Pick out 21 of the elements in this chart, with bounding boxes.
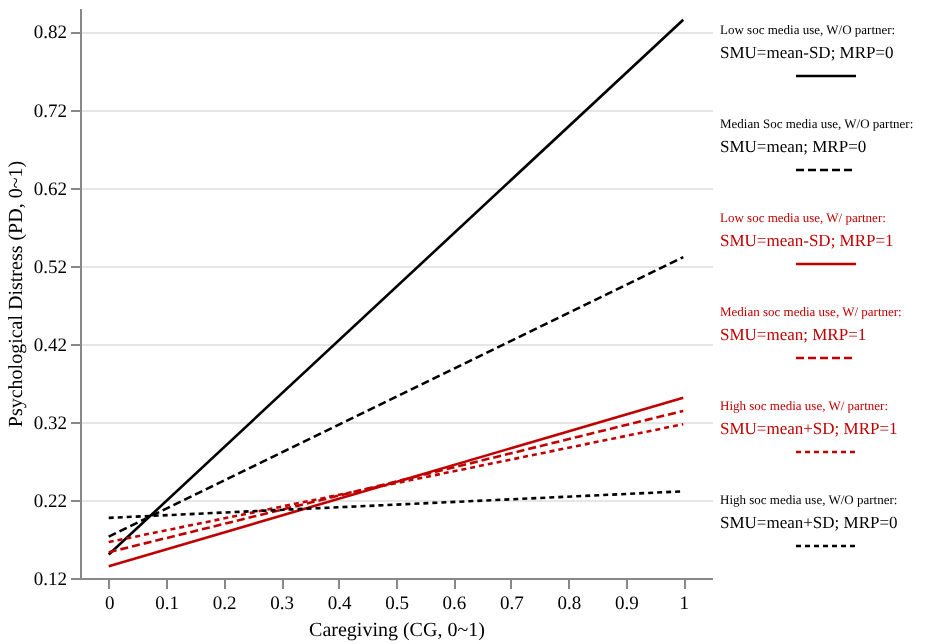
y-tick-label: 0.22 [33, 492, 68, 513]
y-tick-label: 0.42 [33, 336, 68, 357]
x-tick-label: 0.9 [614, 595, 640, 615]
x-tick-label: 0.1 [155, 595, 180, 615]
y-axis-title: Psychological Distress (PD, 0~1) [5, 160, 28, 428]
x-tick-label: 0.4 [327, 595, 352, 615]
x-tick-label: 0.2 [212, 595, 238, 615]
x-tick-label: 0.8 [557, 595, 582, 615]
y-tick-label: 0.52 [33, 258, 68, 279]
y-tick-label: 0.32 [33, 414, 68, 435]
x-tick-label: 0 [104, 595, 115, 615]
y-tick-label: 0.62 [33, 180, 68, 201]
y-tick-label: 0.82 [33, 24, 68, 45]
x-tick-label: 0.6 [442, 595, 467, 615]
x-tick-label: 1 [679, 595, 690, 615]
x-tick-label: 0.5 [385, 595, 410, 615]
y-tick-label: 0.12 [33, 571, 68, 591]
y-tick-label: 0.72 [33, 102, 68, 123]
x-axis-title: Caregiving (CG, 0~1) [309, 620, 485, 642]
x-tick-label: 0.7 [500, 595, 525, 615]
x-tick-label: 0.3 [270, 595, 295, 615]
